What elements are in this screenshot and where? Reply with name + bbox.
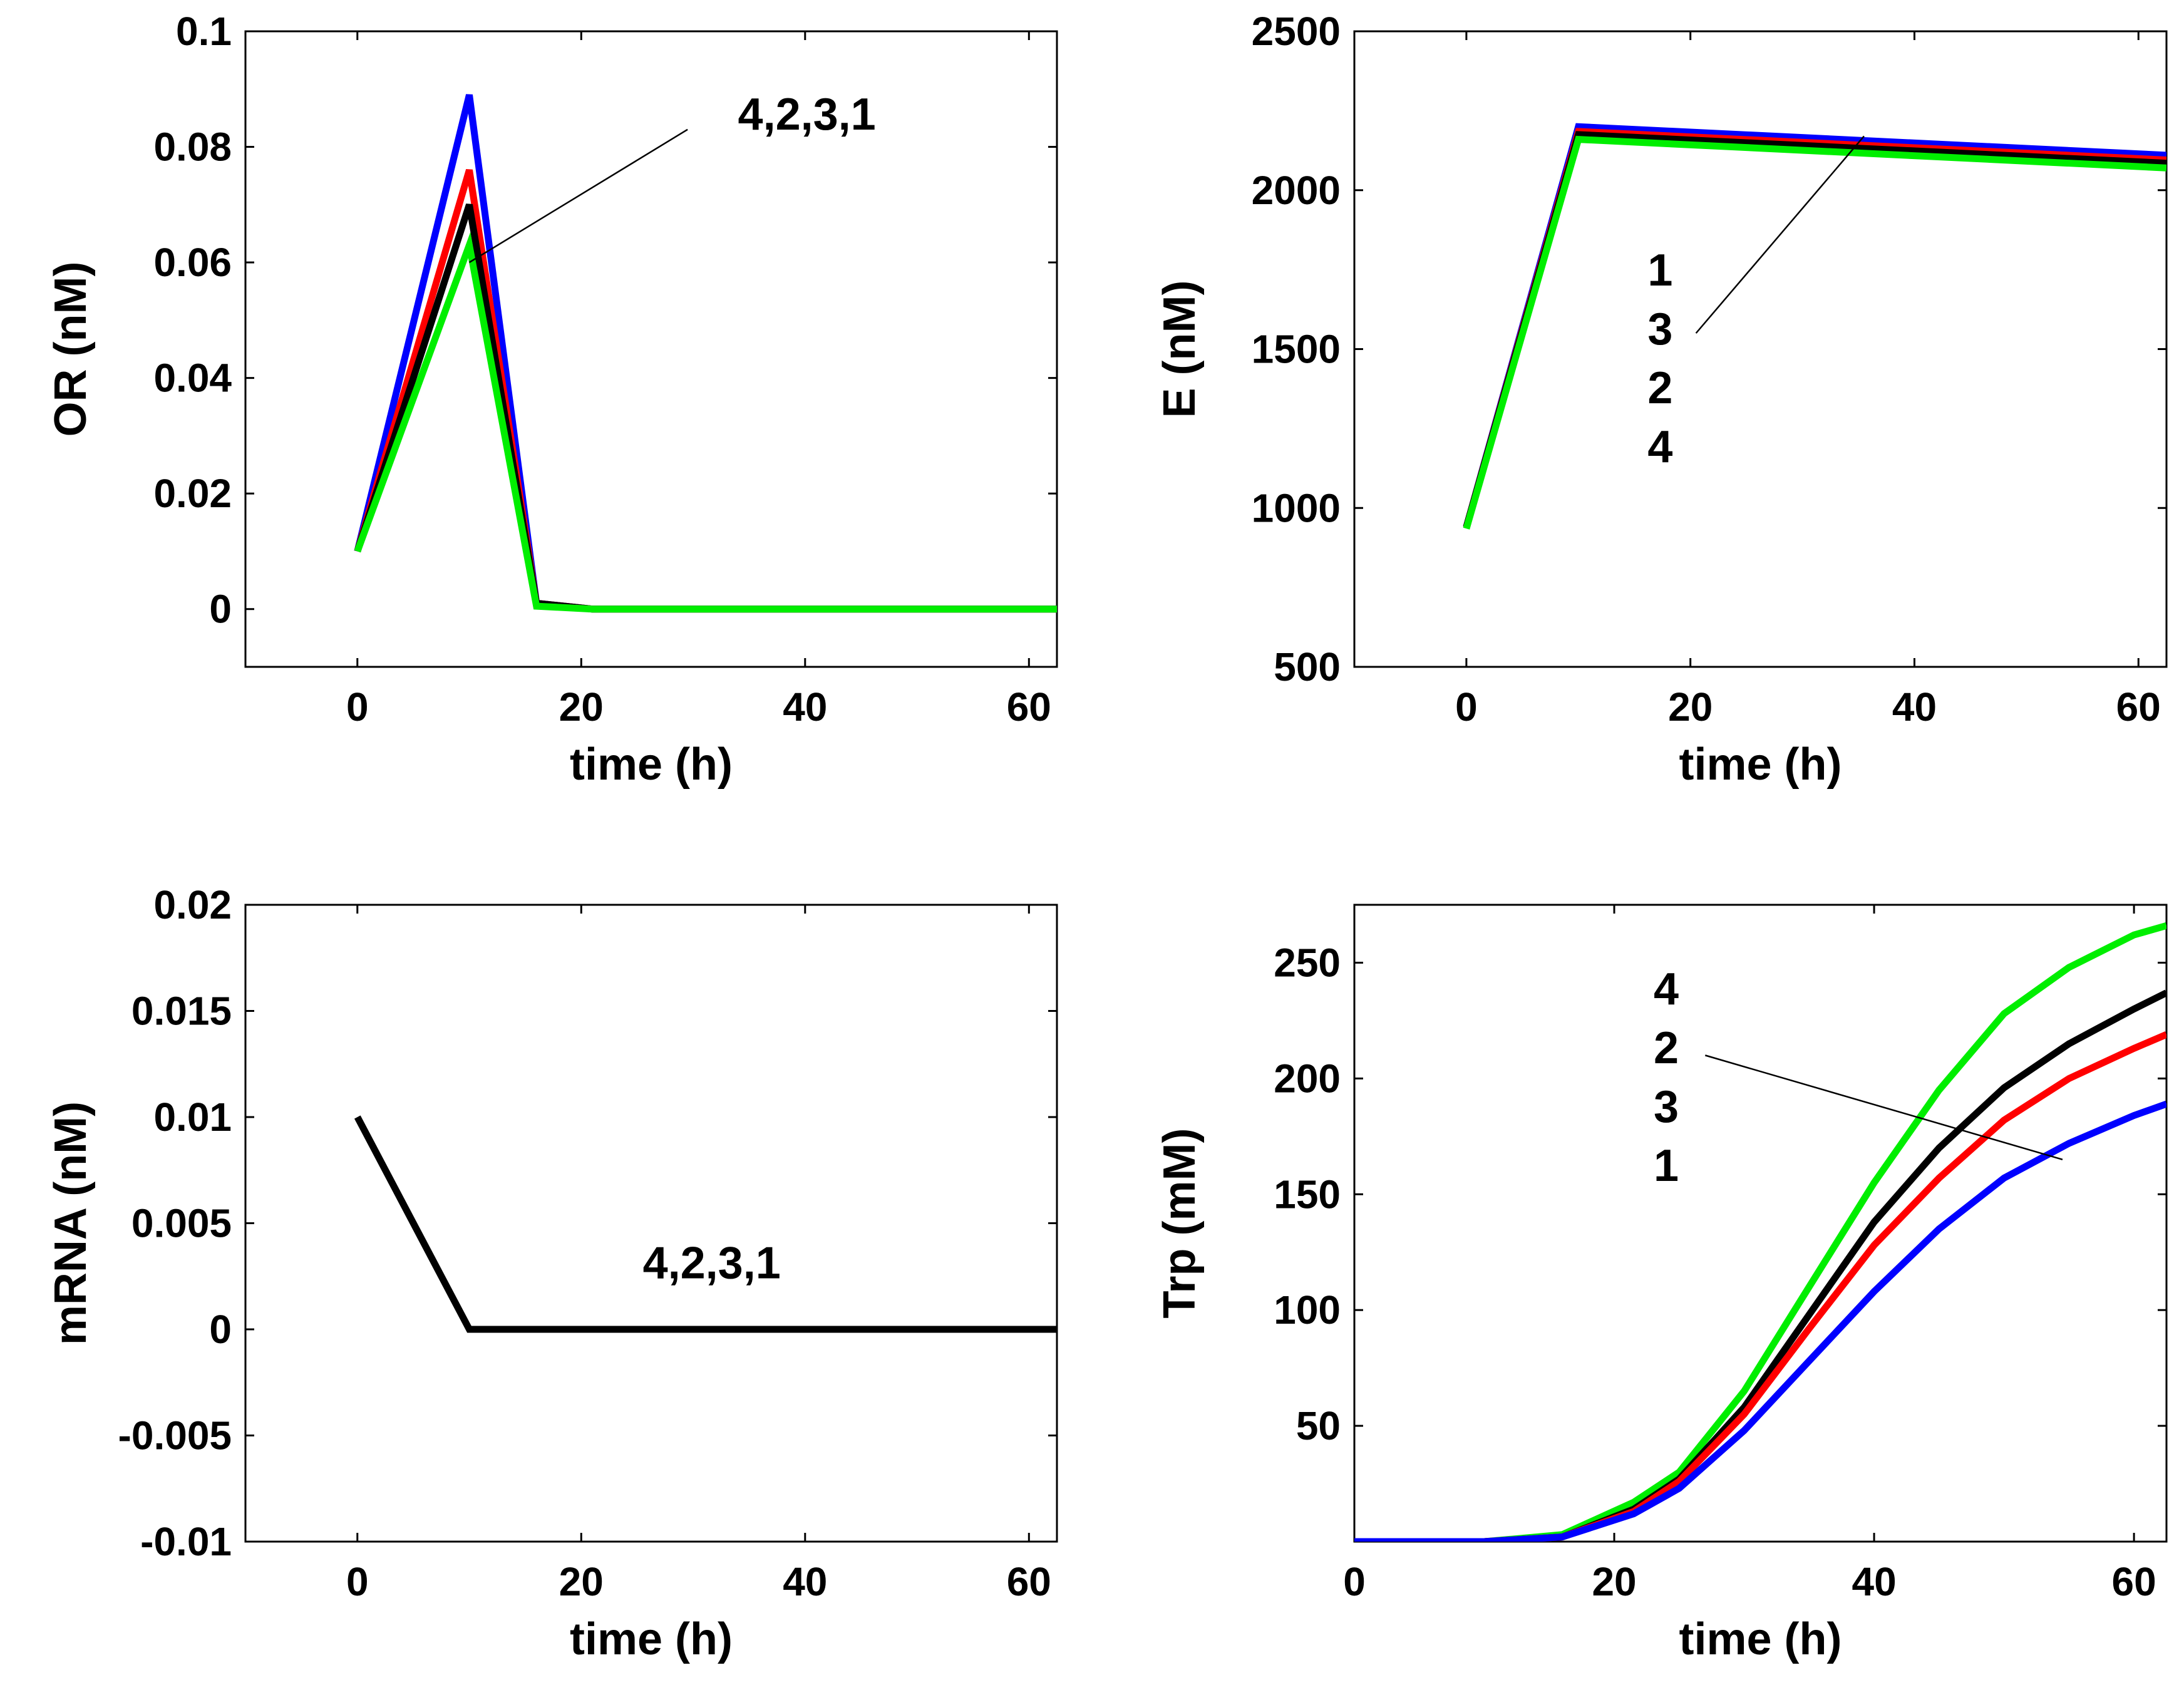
- panel3-x-tick-label: 60: [1007, 1559, 1051, 1604]
- panel4-y-tick-label: 150: [1274, 1172, 1341, 1217]
- panel2-annotation-text: 4: [1647, 422, 1672, 472]
- panel2-series-blue: [1463, 123, 2166, 528]
- panel3-axes-frame: [244, 904, 1058, 1543]
- panel1-y-tick-label: 0.06: [153, 240, 232, 285]
- panel2-x-tick-label: 20: [1668, 684, 1713, 729]
- panel4-series-blue: [1354, 1100, 2166, 1542]
- panel4-y-tick-label: 100: [1274, 1287, 1341, 1332]
- panel4-annotation-text: 3: [1654, 1082, 1679, 1132]
- panel4-y-tick-label: 250: [1274, 940, 1341, 985]
- panel3-y-tick-label: -0.005: [118, 1413, 232, 1458]
- panel2-x-tick-label: 0: [1455, 684, 1478, 729]
- panel4-annotation-text: 1: [1654, 1141, 1679, 1191]
- panel4: 0 20 40 60 50 100 150 200 250 time (h) Trp (mM) 4 2 3…: [1155, 904, 2168, 1664]
- panel4-series-green: [1354, 922, 2166, 1542]
- panel4-annotation-pointer: [1704, 1054, 2063, 1161]
- panel4-axes-frame: [1353, 904, 2168, 1543]
- panel3-y-tick-label: 0.015: [131, 989, 232, 1034]
- panel1-series-green: [354, 232, 1057, 613]
- panel2-annotation-text: 3: [1647, 304, 1672, 354]
- panel4-x-tick-label: 60: [2112, 1559, 2156, 1604]
- panel3-y-tick-label: 0.005: [131, 1201, 232, 1246]
- panel1-y-tick-label: 0.1: [176, 9, 232, 54]
- panel2-x-axis-label: time (h): [1679, 739, 1842, 790]
- panel4-series-black: [1354, 989, 2166, 1542]
- panel2-series-black: [1463, 131, 2166, 528]
- panel4-annotation-text: 2: [1654, 1023, 1679, 1073]
- panel2-annotation-text: 2: [1647, 363, 1672, 413]
- panel3-y-tick-label: 0: [209, 1307, 232, 1352]
- panel1-y-axis-label: OR (nM): [46, 262, 96, 437]
- panel2: 0 20 40 60 500 1000 1500 2000 2500 time (h) E (nM)…: [1155, 9, 2168, 790]
- panel2-y-tick-label: 500: [1274, 644, 1341, 689]
- panel2-series-red: [1463, 128, 2166, 528]
- panel2-y-tick-label: 1500: [1252, 327, 1341, 372]
- panel2-annotation-pointer: [1695, 135, 1865, 334]
- panel1-x-tick-label: 40: [783, 684, 827, 729]
- panel1-y-tick-label: 0.02: [153, 471, 232, 516]
- panel4-x-tick-label: 40: [1852, 1559, 1896, 1604]
- panel2-y-tick-label: 1000: [1252, 485, 1341, 530]
- panel2-series-green: [1463, 135, 2166, 530]
- panel3-x-tick-label: 0: [346, 1559, 369, 1604]
- panel2-y-tick-label: 2500: [1252, 9, 1341, 54]
- panel4-x-tick-label: 0: [1343, 1559, 1366, 1604]
- panel1-x-axis-label: time (h): [570, 739, 733, 790]
- panel3-x-tick-label: 20: [559, 1559, 604, 1604]
- panel2-y-axis-label: E (nM): [1155, 281, 1205, 418]
- panel3-x-tick-label: 40: [783, 1559, 827, 1604]
- panel3-y-tick-label: 0.01: [153, 1095, 232, 1140]
- panel1: 0 20 40 60 0 0.02 0.04 0.06 0.08 0.1 time (h) OR (n…: [46, 9, 1058, 790]
- panel3-annotation-text: 4,2,3,1: [643, 1239, 781, 1289]
- panel1-x-tick-label: 60: [1007, 684, 1051, 729]
- panel4-annotation-text: 4: [1654, 964, 1679, 1014]
- panel3-x-axis-label: time (h): [570, 1614, 733, 1664]
- panel1-y-tick-label: 0: [209, 587, 232, 632]
- panel4-y-tick-label: 50: [1296, 1403, 1341, 1448]
- panel1-y-tick-label: 0.04: [153, 356, 232, 401]
- panel3-y-axis-label: mRNA (nM): [46, 1101, 96, 1345]
- panel4-x-axis-label: time (h): [1679, 1614, 1842, 1664]
- panel3-series-black: [354, 1115, 1057, 1333]
- panel1-annotation-pointer: [468, 128, 688, 264]
- panel4-series-red: [1354, 1031, 2166, 1542]
- panel1-annotation-text: 4,2,3,1: [738, 90, 876, 140]
- panel2-axes-frame: [1353, 30, 2168, 668]
- panel2-y-tick-label: 2000: [1252, 168, 1341, 213]
- panel2-x-tick-label: 60: [2116, 684, 2161, 729]
- panel1-y-tick-label: 0.08: [153, 125, 232, 170]
- panel1-series-blue: [354, 94, 1057, 613]
- panel1-x-tick-label: 20: [559, 684, 604, 729]
- panel1-x-tick-label: 0: [346, 684, 369, 729]
- panel4-x-tick-label: 20: [1592, 1559, 1636, 1604]
- panel3: 0 20 40 60 -0.01 -0.005 0 0.005 0.01 0.015 0.02 tim…: [46, 882, 1058, 1664]
- panel2-x-tick-label: 40: [1892, 684, 1937, 729]
- panel2-annotation-text: 1: [1647, 245, 1672, 296]
- panel4-y-tick-label: 200: [1274, 1056, 1341, 1101]
- panel3-y-tick-label: 0.02: [153, 882, 232, 927]
- panel1-axes-frame: [244, 30, 1058, 668]
- panel4-y-axis-label: Trp (mM): [1155, 1128, 1205, 1319]
- panel3-y-tick-label: -0.01: [140, 1519, 232, 1564]
